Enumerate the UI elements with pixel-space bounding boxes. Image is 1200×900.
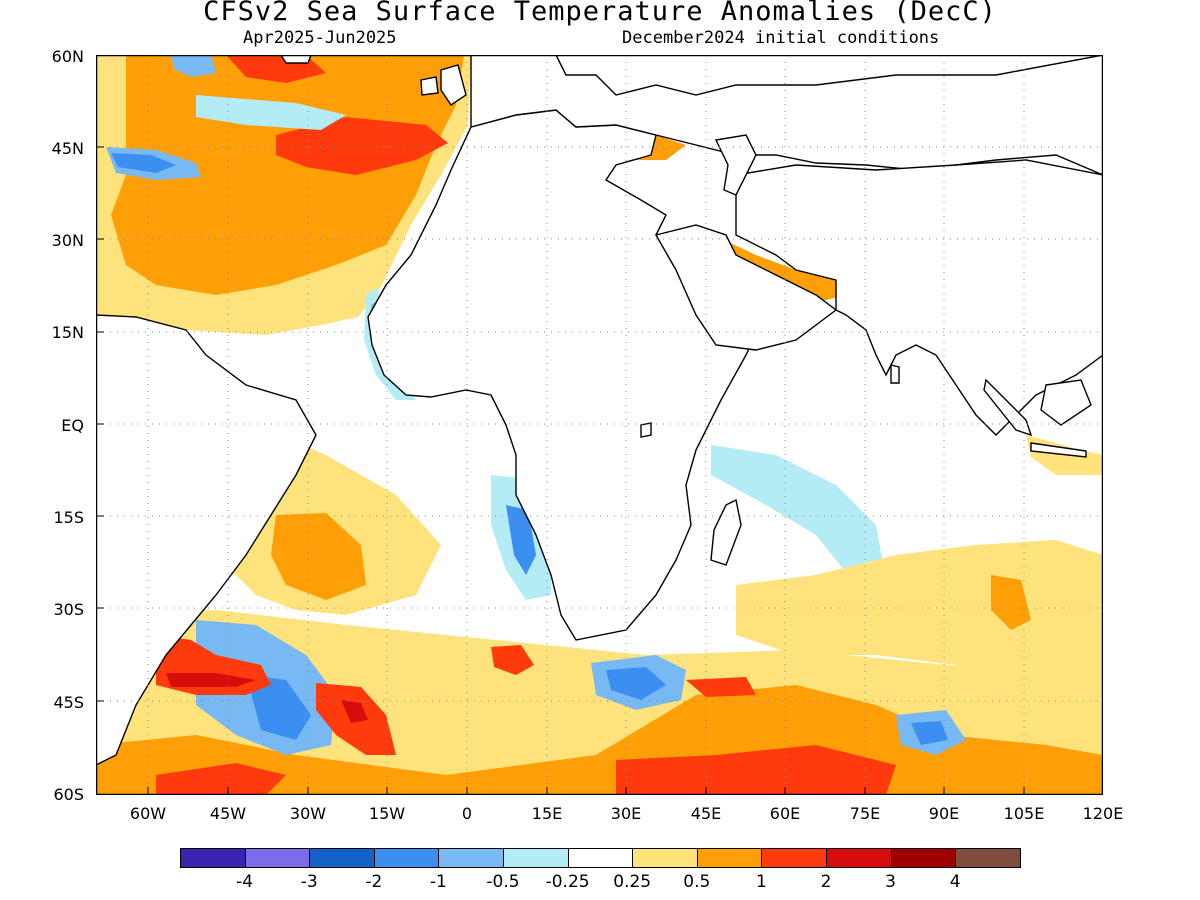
anomaly-n-atlantic-strong xyxy=(276,117,448,175)
lon-label-120e: 120E xyxy=(1082,804,1124,823)
colorbar-label: -2 xyxy=(365,872,383,892)
tick-marks xyxy=(96,146,1025,795)
lat-label-60n: 60N xyxy=(51,47,84,66)
anomaly-angola-cool-core xyxy=(506,505,536,575)
anomaly-s-indian-warm xyxy=(736,540,1103,685)
initial-conditions: December2024 initial conditions xyxy=(622,28,940,48)
colorbar-swatch xyxy=(309,848,375,868)
colorbar-label: 0.5 xyxy=(683,872,711,892)
colorbar-swatch xyxy=(503,848,569,868)
lat-label-45s: 45S xyxy=(53,693,84,712)
forecast-period: Apr2025-Jun2025 xyxy=(243,28,397,48)
colorbar-swatch xyxy=(890,848,957,868)
anomaly-bm-warm-core xyxy=(166,673,256,687)
colorbar-label: 2 xyxy=(820,872,832,892)
graticule xyxy=(96,55,1103,795)
lon-label-15w: 15W xyxy=(368,804,406,823)
lon-label-60w: 60W xyxy=(129,804,167,823)
java xyxy=(1030,442,1087,458)
anomaly-brazil-mid xyxy=(271,513,366,600)
sri-lanka xyxy=(890,364,900,384)
colorbar-label: -0.25 xyxy=(545,872,590,892)
anomaly-sw-atlantic-cool-core xyxy=(246,675,311,740)
coastlines xyxy=(96,55,1103,766)
lon-label-30e: 30E xyxy=(610,804,642,823)
chart-title: CFSv2 Sea Surface Temperature Anomalies … xyxy=(203,0,997,27)
lon-label-0: 0 xyxy=(461,804,473,823)
lon-label-90e: 90E xyxy=(928,804,960,823)
europe-landmass xyxy=(470,55,1103,176)
colorbar-swatch xyxy=(696,848,763,868)
colorbar-swatch xyxy=(955,848,1021,868)
africa-landmass xyxy=(367,109,763,641)
lon-label-45e: 45E xyxy=(690,804,722,823)
sumatra xyxy=(983,378,1033,437)
lat-label-15s: 15S xyxy=(53,508,84,527)
lat-label-60s: 60S xyxy=(53,785,84,804)
colorbar-swatch xyxy=(244,848,311,868)
anomaly-southern-sw-strong xyxy=(156,763,286,795)
lat-label-eq: EQ xyxy=(61,416,84,435)
lon-label-60e: 60E xyxy=(769,804,801,823)
anomaly-southern-warm-strong xyxy=(616,745,896,795)
lat-label-15n: 15N xyxy=(51,323,84,342)
madagascar xyxy=(710,498,742,566)
great-britain xyxy=(440,64,467,106)
caspian-sea xyxy=(714,134,757,196)
colorbar-swatch xyxy=(761,848,827,868)
map-frame xyxy=(96,55,1103,795)
lon-label-45w: 45W xyxy=(209,804,247,823)
colorbar-swatch xyxy=(826,848,892,868)
anomaly-s-indian-warm-core xyxy=(991,575,1031,630)
lon-label-75e: 75E xyxy=(849,804,881,823)
colorbar-swatch xyxy=(373,848,440,868)
colorbar-label: -3 xyxy=(300,872,318,892)
anomaly-se-indian-cool-core xyxy=(911,721,948,745)
lon-label-15e: 15E xyxy=(531,804,563,823)
colorbar-label: 3 xyxy=(885,872,896,892)
lat-label-30s: 30S xyxy=(53,600,84,619)
colorbar-label: 1 xyxy=(755,872,767,892)
anomaly-agulhas-warm xyxy=(686,677,756,697)
anomaly-midatl-warm-core xyxy=(341,700,368,723)
colorbar-swatch xyxy=(567,848,634,868)
anomaly-newfoundland-cold-core xyxy=(111,153,176,173)
anomaly-labrador-cold xyxy=(171,55,216,77)
borneo xyxy=(1040,379,1092,426)
anomaly-sa-eddy-warm xyxy=(491,645,534,675)
lon-label-30w: 30W xyxy=(289,804,327,823)
lat-label-30n: 30N xyxy=(51,231,84,250)
colorbar-label: 0.25 xyxy=(613,872,652,892)
lake-victoria xyxy=(640,422,652,438)
anomaly-agulhas-cool-core xyxy=(606,667,666,700)
colorbar-label: -4 xyxy=(236,872,254,892)
colorbar-label: -1 xyxy=(429,872,447,892)
south-america-landmass xyxy=(96,314,317,766)
anomaly-s-indian-cool xyxy=(711,445,886,585)
colorbar-label: 4 xyxy=(949,872,961,892)
lon-label-105e: 105E xyxy=(1003,804,1045,823)
lat-label-45n: 45N xyxy=(51,139,84,158)
colorbar-label: -0.5 xyxy=(486,872,520,892)
ireland xyxy=(420,76,439,96)
sst-anomaly-map xyxy=(96,55,1103,795)
colorbar-swatch xyxy=(632,848,698,868)
colorbar-swatch xyxy=(180,848,246,868)
colorbar-swatch xyxy=(438,848,504,868)
anomaly-n-atlantic-cool xyxy=(196,95,346,130)
